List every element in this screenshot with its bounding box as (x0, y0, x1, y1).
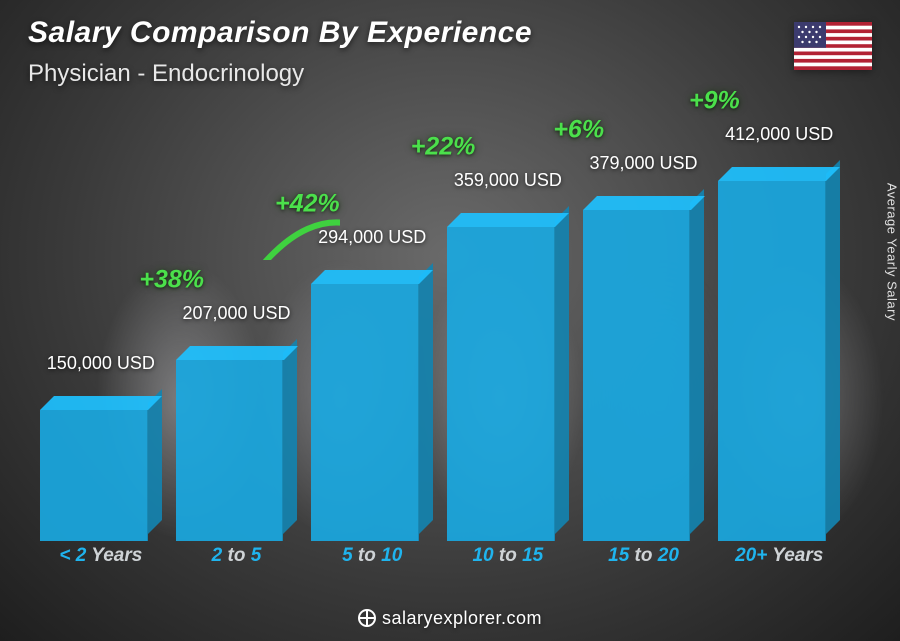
category-label: 2 to 5 (176, 545, 298, 571)
category-label: 5 to 10 (311, 545, 433, 571)
salary-bar (718, 181, 840, 541)
salary-bar (40, 410, 162, 541)
category-label: 20+ Years (718, 545, 840, 571)
bar-value-label: 379,000 USD (558, 153, 728, 174)
page-title: Salary Comparison By Experience (28, 16, 532, 50)
bar-value-label: 207,000 USD (151, 303, 321, 324)
salary-bar (447, 227, 569, 541)
us-flag-icon (794, 22, 872, 70)
page-subtitle: Physician - Endocrinology (28, 60, 304, 88)
source-footer: salaryexplorer.com (0, 606, 900, 629)
bar-slot: 150,000 USD (40, 110, 162, 541)
category-label: < 2 Years (40, 545, 162, 571)
category-label: 15 to 20 (583, 545, 705, 571)
bar-slot: 294,000 USD (311, 110, 433, 541)
bar-value-label: 294,000 USD (287, 227, 457, 248)
bar-slot: 359,000 USD (447, 110, 569, 541)
bar-slot: 207,000 USD (176, 110, 298, 541)
category-label: 10 to 15 (447, 545, 569, 571)
chart-container: Salary Comparison By Experience Physicia… (0, 0, 900, 641)
bar-value-label: 150,000 USD (16, 353, 186, 374)
y-axis-label: Average Yearly Salary (885, 182, 900, 320)
bar-value-label: 412,000 USD (694, 124, 864, 145)
bar-slot: 412,000 USD (718, 110, 840, 541)
salary-bar (176, 360, 298, 541)
source-text: salaryexplorer.com (382, 608, 542, 628)
salary-bar-chart: 150,000 USD207,000 USD294,000 USD359,000… (40, 110, 840, 571)
salary-bar (583, 210, 705, 541)
bar-slot: 379,000 USD (583, 110, 705, 541)
salary-bar (311, 284, 433, 541)
globe-icon (358, 609, 376, 627)
